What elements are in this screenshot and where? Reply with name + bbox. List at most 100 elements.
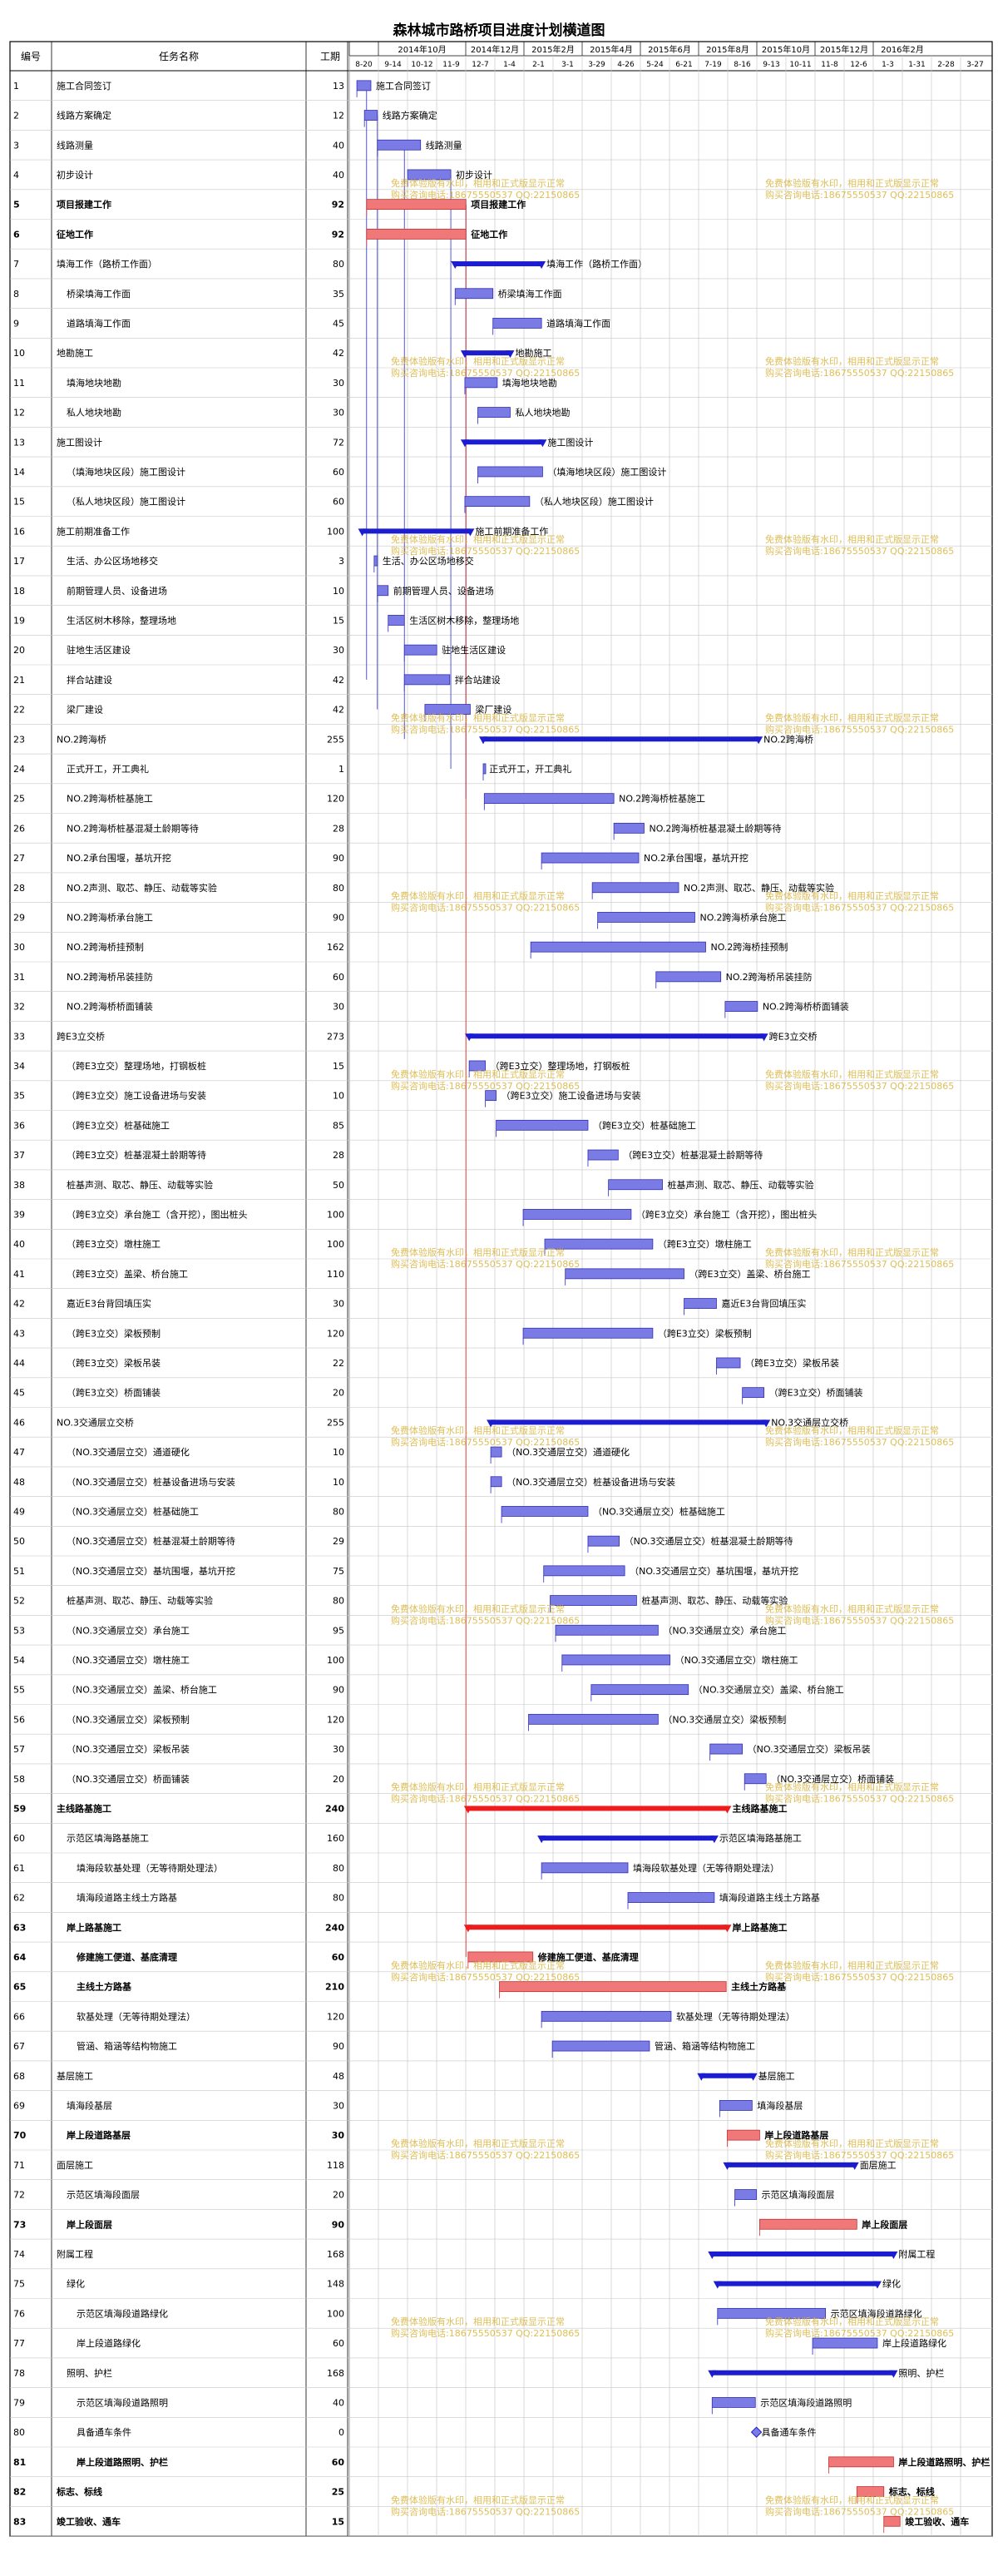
watermark-text: 购买咨询电话:18675550537 QQ:22150865 <box>391 2505 580 2517</box>
watermark-text: 免费体验版有水印，相用和正式版显示正常 <box>391 177 565 189</box>
summary-bar-start-cap <box>463 1806 472 1814</box>
task-duration: 118 <box>327 2160 344 2171</box>
watermark-text: 免费体验版有水印，相用和正式版显示正常 <box>391 2138 565 2149</box>
task-name: NO.2跨海桥桥面铺装 <box>67 1001 153 1013</box>
task-duration: 30 <box>333 408 344 419</box>
watermark-text: 购买咨询电话:18675550537 QQ:22150865 <box>765 1080 954 1092</box>
task-name: 施工前期准备工作 <box>57 525 130 537</box>
bar-label: 线路方案确定 <box>383 110 437 121</box>
task-name: （跨E3立交）桩基础施工 <box>67 1119 170 1131</box>
watermark-text: 购买咨询电话:18675550537 QQ:22150865 <box>391 367 580 379</box>
task-id: 15 <box>13 497 25 508</box>
task-duration: 13 <box>333 81 344 92</box>
chart-title: 森林城市路桥项目进度计划横道图 <box>393 22 605 39</box>
bar-label: 具备通车条件 <box>762 2426 817 2438</box>
summary-bar-start-cap <box>487 1419 496 1428</box>
bar-label: 竣工验收、通车 <box>905 2515 969 2527</box>
task-name: NO.2声测、取芯、静压、动载等实验 <box>67 882 217 894</box>
watermark-text: 免费体验版有水印，相用和正式版显示正常 <box>765 2316 939 2327</box>
task-bar <box>709 1743 744 1755</box>
task-id: 21 <box>13 675 25 686</box>
task-bar <box>856 2486 885 2497</box>
task-bar <box>496 1119 589 1131</box>
task-bar <box>403 644 437 656</box>
summary-bar <box>467 1925 728 1930</box>
bar-label: 生活区树木移除，整理场地 <box>409 614 519 626</box>
task-id: 36 <box>13 1120 25 1131</box>
task-id: 37 <box>13 1150 25 1161</box>
month-tick-label: 2015年10月 <box>762 44 810 55</box>
summary-bar-start-cap <box>465 1033 474 1042</box>
bar-label: 软基处理（无等待期处理法） <box>676 2010 795 2022</box>
task-name: 施工图设计 <box>57 437 102 448</box>
task-id: 48 <box>13 1477 25 1488</box>
week-tick-label: 1-4 <box>503 61 516 69</box>
summary-bar <box>469 1033 764 1039</box>
bar-label: 驻地生活区建设 <box>442 644 506 656</box>
task-bar <box>464 377 498 389</box>
month-tick-label: 2016年2月 <box>881 44 924 55</box>
bar-label: （NO.3交通层立交）墩柱施工 <box>675 1654 798 1666</box>
week-tick-label: 6-21 <box>675 61 692 69</box>
task-name: 修建施工便道、基底清理 <box>76 1951 177 1963</box>
task-id: 51 <box>13 1566 25 1577</box>
task-name: 竣工验收、通车 <box>57 2515 121 2527</box>
bar-label: （私人地块区段）施工图设计 <box>535 496 654 508</box>
bar-label: NO.2跨海桥承台施工 <box>700 911 787 923</box>
task-name: （NO.3交通层立交）桩基混凝土龄期等待 <box>67 1535 235 1547</box>
task-id: 58 <box>13 1774 25 1785</box>
task-name: 具备通车条件 <box>77 2426 131 2438</box>
watermark-text: 购买咨询电话:18675550537 QQ:22150865 <box>765 1614 954 1626</box>
task-id: 71 <box>13 2160 25 2171</box>
watermark-text: 购买咨询电话:18675550537 QQ:22150865 <box>391 1080 580 1092</box>
watermark-text: 购买咨询电话:18675550537 QQ:22150865 <box>391 2327 580 2339</box>
task-id: 22 <box>13 705 25 716</box>
watermark-text: 免费体验版有水印，相用和正式版显示正常 <box>391 2494 565 2505</box>
task-duration: 90 <box>333 1685 344 1696</box>
bar-label: 填海工作（路桥工作面） <box>546 258 647 270</box>
watermark-text: 免费体验版有水印，相用和正式版显示正常 <box>391 711 565 723</box>
bar-label: （跨E3立交）施工设备进场与安装 <box>501 1090 641 1102</box>
task-name: （NO.3交通层立交）梁板吊装 <box>67 1743 190 1755</box>
task-name: （跨E3立交）桥面铺装 <box>67 1387 161 1399</box>
task-bar <box>490 1446 502 1458</box>
summary-bar <box>541 1835 714 1841</box>
task-bar <box>377 139 422 151</box>
watermark-text: 购买咨询电话:18675550537 QQ:22150865 <box>391 902 580 914</box>
summary-bar-end-cap <box>537 261 546 270</box>
watermark-text: 购买咨询电话:18675550537 QQ:22150865 <box>765 545 954 557</box>
task-bar <box>565 1268 684 1280</box>
summary-bar-end-cap <box>466 528 475 537</box>
task-id: 25 <box>13 794 25 805</box>
task-name: NO.2跨海桥 <box>57 733 106 745</box>
task-bar <box>363 110 378 121</box>
task-name: NO.2跨海桥桩基混凝土龄期等待 <box>67 822 199 834</box>
task-duration: 30 <box>333 1744 344 1755</box>
summary-bar-end-cap <box>850 2162 859 2170</box>
task-bar <box>467 1951 534 1963</box>
task-duration: 100 <box>327 1239 344 1250</box>
watermark-text: 免费体验版有水印，相用和正式版显示正常 <box>765 1959 939 1971</box>
watermark-text: 购买咨询电话:18675550537 QQ:22150865 <box>391 1971 580 1983</box>
milestone-marker <box>750 2426 763 2438</box>
task-duration: 30 <box>333 1299 344 1310</box>
task-duration: 90 <box>333 2041 344 2052</box>
task-duration: 240 <box>325 1922 344 1933</box>
task-bar <box>719 2100 753 2111</box>
task-id: 66 <box>13 2011 25 2022</box>
task-name: 生活区树木移除，整理场地 <box>67 614 176 626</box>
summary-bar <box>362 528 471 534</box>
task-bar <box>597 912 695 923</box>
bar-label: NO.2跨海桥桩基混凝土龄期等待 <box>649 822 781 834</box>
task-bar <box>490 1476 502 1488</box>
task-bar <box>587 1535 620 1547</box>
task-name: （跨E3立交）墩柱施工 <box>67 1238 161 1250</box>
task-name: 桩基声测、取芯、静压、动载等实验 <box>67 1595 213 1607</box>
task-id: 56 <box>13 1714 25 1725</box>
task-id: 35 <box>13 1091 25 1102</box>
task-bar <box>742 1387 765 1399</box>
bar-label: （跨E3立交）整理场地，打钢板桩 <box>491 1060 630 1072</box>
task-id: 32 <box>13 1002 25 1013</box>
bar-label: 示范区填海段道路照明 <box>760 2396 852 2408</box>
task-duration: 120 <box>327 1328 344 1339</box>
